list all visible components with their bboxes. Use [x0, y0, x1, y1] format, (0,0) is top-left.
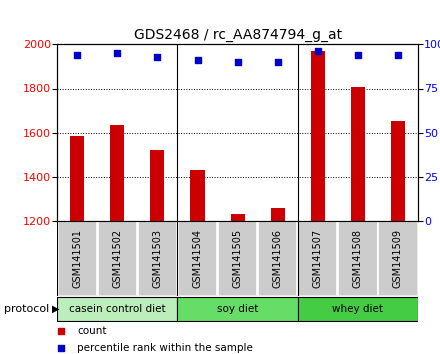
- Bar: [391, 121, 405, 221]
- Bar: [378, 221, 418, 296]
- Text: GSM141507: GSM141507: [313, 229, 323, 288]
- Bar: [298, 221, 337, 296]
- Bar: [150, 150, 165, 221]
- Bar: [98, 221, 137, 296]
- Text: protocol: protocol: [4, 304, 50, 314]
- Bar: [178, 221, 217, 296]
- Bar: [191, 170, 205, 221]
- Bar: [351, 87, 365, 221]
- Text: count: count: [77, 326, 106, 336]
- Point: [314, 48, 321, 54]
- Text: GSM141502: GSM141502: [112, 229, 122, 288]
- Text: casein control diet: casein control diet: [69, 304, 165, 314]
- Point: [354, 52, 361, 58]
- Point: [394, 52, 401, 58]
- Point: [274, 59, 281, 65]
- Text: GSM141501: GSM141501: [72, 229, 82, 288]
- Bar: [57, 297, 177, 321]
- Bar: [110, 125, 125, 221]
- Point: [234, 59, 241, 65]
- Point: [114, 50, 121, 56]
- Text: percentile rank within the sample: percentile rank within the sample: [77, 343, 253, 353]
- Text: GSM141503: GSM141503: [152, 229, 162, 288]
- Text: GSM141508: GSM141508: [353, 229, 363, 288]
- Bar: [177, 297, 298, 321]
- Bar: [231, 213, 245, 221]
- Bar: [218, 221, 257, 296]
- Bar: [138, 221, 177, 296]
- Bar: [70, 136, 84, 221]
- Point: [267, 283, 274, 289]
- Point: [267, 127, 274, 132]
- Bar: [271, 208, 285, 221]
- Text: GSM141509: GSM141509: [393, 229, 403, 288]
- Text: soy diet: soy diet: [217, 304, 258, 314]
- Bar: [338, 221, 378, 296]
- Bar: [298, 297, 418, 321]
- Point: [194, 57, 201, 63]
- Text: GSM141506: GSM141506: [273, 229, 282, 288]
- Text: GSM141505: GSM141505: [233, 229, 242, 288]
- Text: whey diet: whey diet: [332, 304, 383, 314]
- Text: GSM141504: GSM141504: [193, 229, 202, 288]
- Bar: [311, 51, 325, 221]
- Bar: [258, 221, 297, 296]
- Bar: [58, 221, 97, 296]
- Point: [74, 52, 81, 58]
- Text: ▶: ▶: [52, 304, 59, 314]
- Title: GDS2468 / rc_AA874794_g_at: GDS2468 / rc_AA874794_g_at: [133, 28, 342, 42]
- Point: [154, 54, 161, 59]
